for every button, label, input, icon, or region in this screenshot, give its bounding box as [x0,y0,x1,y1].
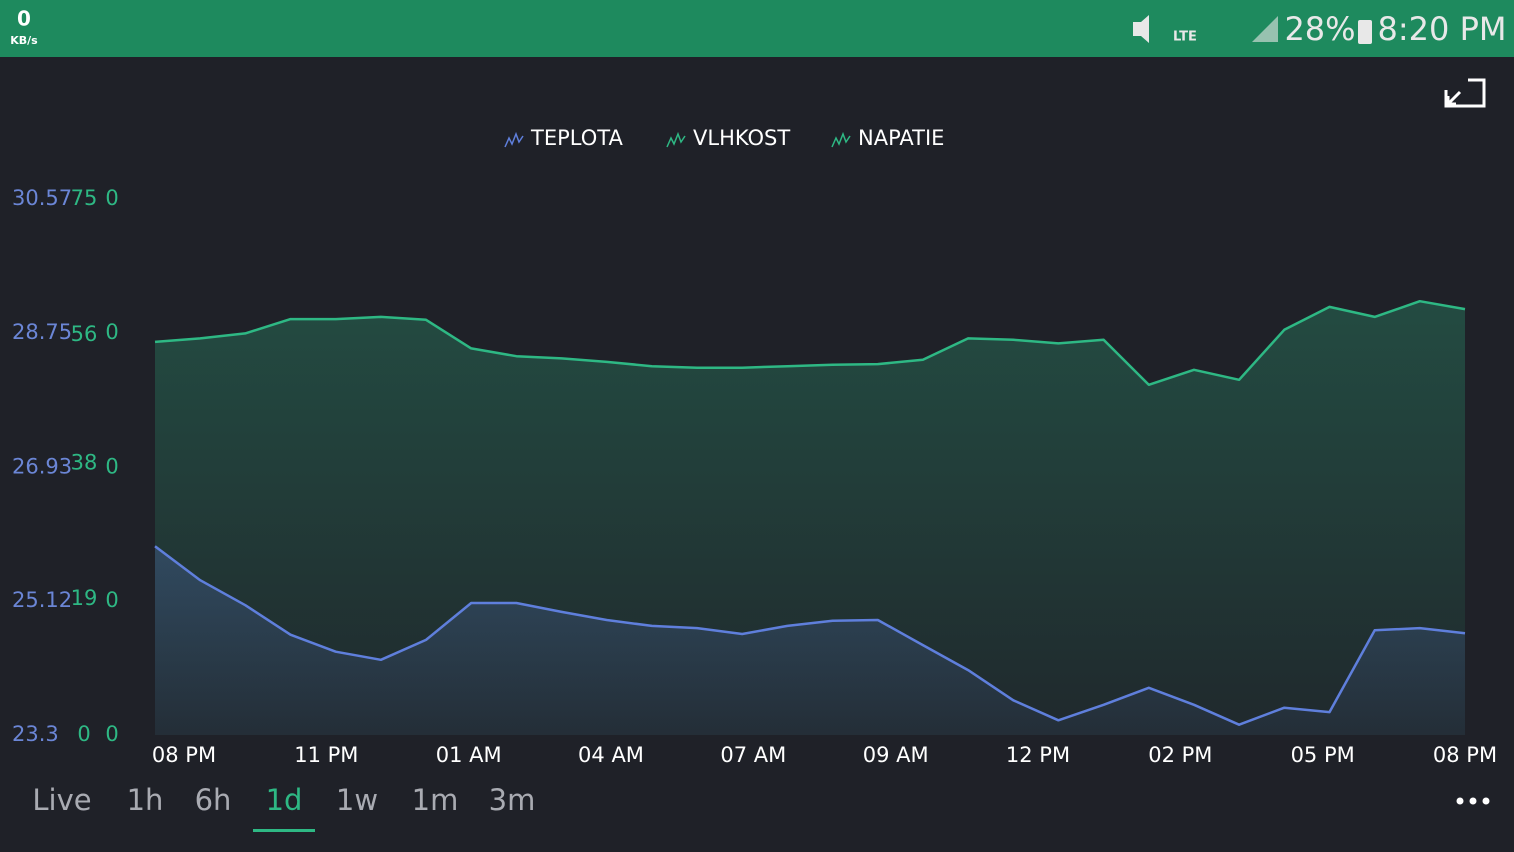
x-tick-label: 01 AM [436,743,502,767]
fullscreen-button[interactable] [1444,78,1486,108]
battery-level: 28% [1284,10,1355,48]
status-bar [0,0,1514,57]
series-area [155,546,1465,735]
signal-icon [1252,16,1278,42]
range-option[interactable]: 3m [489,783,536,817]
x-tick-label: 08 PM [1433,743,1497,767]
range-option[interactable]: 1m [412,783,459,817]
net-speed: 0 [17,7,31,31]
y2-tick-label: 56 [71,322,98,346]
y-tick-label: 23.3 [12,722,59,746]
legend-icon [666,131,686,148]
mute-icon [1133,15,1149,43]
range-option[interactable]: 1w [336,783,378,817]
y-tick-label: 26.93 [12,454,72,478]
range-option[interactable]: 1d [266,783,303,817]
series-line [154,299,1466,387]
battery-icon [1358,20,1372,44]
legend-icon [831,131,851,148]
x-tick-label: 05 PM [1291,743,1355,767]
y2-tick-label: 19 [71,586,98,610]
legend-label[interactable]: NAPATIE [858,126,944,150]
more-button[interactable] [1456,797,1490,805]
range-option[interactable]: 6h [195,783,232,817]
chart: 23.325.1226.9328.7530.570193856750000008… [12,126,1497,832]
legend-label[interactable]: VLHKOST [693,126,790,150]
x-tick-label: 07 AM [720,743,786,767]
legend-label[interactable]: TEPLOTA [530,126,623,150]
y3-tick-label: 0 [105,722,118,746]
y2-tick-label: 75 [71,186,98,210]
x-tick-label: 04 AM [578,743,644,767]
y-tick-label: 30.57 [12,186,72,210]
y3-tick-label: 0 [105,320,118,344]
y3-tick-label: 0 [105,588,118,612]
y3-tick-label: 0 [105,186,118,210]
net-speed-unit: KB/s [10,34,38,47]
x-tick-label: 08 PM [152,743,216,767]
range-option[interactable]: Live [32,783,91,817]
network-type: LTE [1173,30,1197,45]
x-tick-label: 12 PM [1006,743,1070,767]
range-underline [253,829,315,832]
x-tick-label: 02 PM [1148,743,1212,767]
y3-tick-label: 0 [105,454,118,478]
range-option[interactable]: 1h [127,783,164,817]
y-tick-label: 28.75 [12,320,72,344]
x-tick-label: 11 PM [294,743,358,767]
y2-tick-label: 38 [71,450,98,474]
legend-icon [504,131,524,148]
series-line [154,545,1466,726]
y2-tick-label: 0 [77,722,90,746]
x-tick-label: 09 AM [863,743,929,767]
clock: 8:20 PM [1378,10,1507,48]
y-tick-label: 25.12 [12,588,72,612]
